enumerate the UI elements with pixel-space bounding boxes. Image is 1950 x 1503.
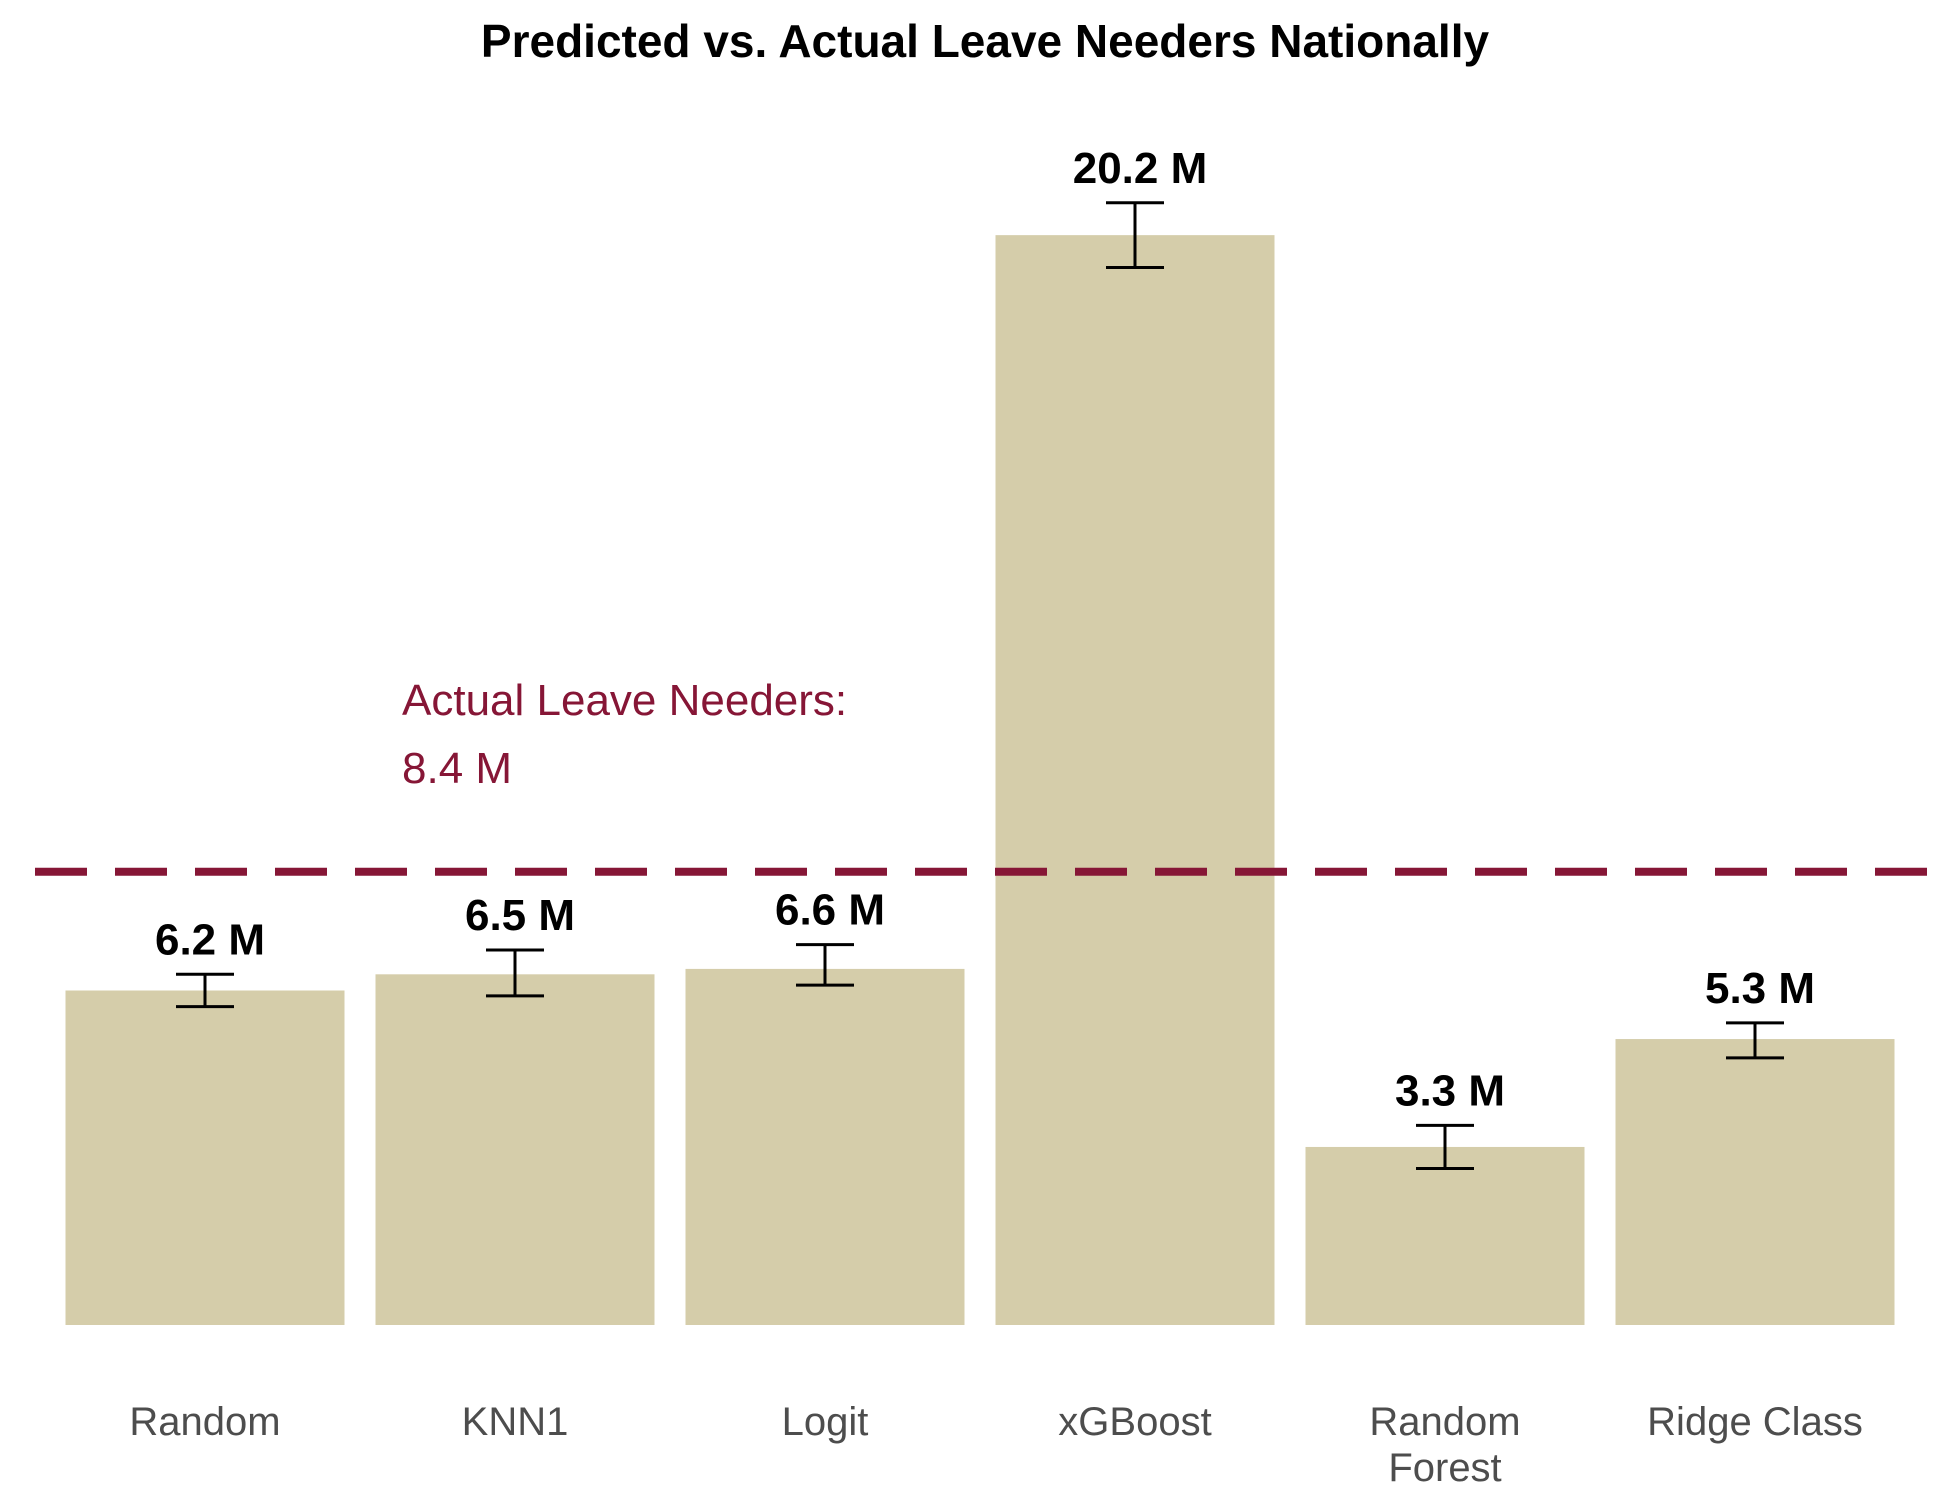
category-label-random-forest: Random Forest [1369, 1400, 1520, 1490]
error-bar-knn1 [486, 948, 544, 998]
reference-layer: Actual Leave Needers: 8.4 M [35, 676, 1940, 876]
bar-knn1 [375, 974, 655, 1325]
value-label-xgboost: 20.2 M [1073, 144, 1208, 193]
category-label-line: Forest [1388, 1446, 1501, 1490]
value-label-random-forest: 3.3 M [1395, 1066, 1505, 1115]
category-label-line: Ridge Class [1647, 1400, 1863, 1444]
category-label-line: Random [129, 1400, 280, 1444]
reference-label-line: Actual Leave Needers: [402, 676, 847, 725]
error-bar-random-forest [1416, 1123, 1474, 1171]
category-label-line: Random [1369, 1400, 1520, 1444]
error-bar-random [176, 972, 234, 1009]
actual-reference-label: Actual Leave Needers: 8.4 M [402, 676, 847, 793]
value-label-logit: 6.6 M [775, 886, 885, 935]
category-label-ridge-class: Ridge Class [1647, 1400, 1863, 1444]
category-label-line: xGBoost [1058, 1400, 1211, 1444]
bar-random-forest [1305, 1146, 1585, 1325]
category-label-logit: Logit [782, 1400, 869, 1444]
value-label-knn1: 6.5 M [465, 891, 575, 940]
value-labels-layer: 6.2 M 6.5 M 6.6 M 20.2 M 3.3 M 5.3 M [155, 144, 1815, 1116]
bar-logit [685, 968, 965, 1325]
error-bar-ridge-class [1726, 1021, 1784, 1060]
error-bars-layer [176, 201, 1784, 1171]
value-label-random: 6.2 M [155, 915, 265, 964]
chart-title: Predicted vs. Actual Leave Needers Natio… [481, 15, 1490, 67]
category-label-line: Logit [782, 1400, 869, 1444]
error-bar-logit [796, 943, 854, 987]
error-bar-xgboost [1106, 201, 1164, 270]
category-label-knn1: KNN1 [462, 1400, 569, 1444]
bar-ridge-class [1615, 1039, 1895, 1325]
bar-xgboost [995, 235, 1275, 1326]
value-label-ridge-class: 5.3 M [1705, 964, 1815, 1013]
reference-label-line: 8.4 M [402, 744, 512, 793]
category-label-line: KNN1 [462, 1400, 569, 1444]
bars-layer [65, 235, 1895, 1326]
category-label-xgboost: xGBoost [1058, 1400, 1211, 1444]
category-labels-layer: Random KNN1 Logit xGBoost Random ForestRidge … [129, 1400, 1862, 1490]
category-label-random: Random [129, 1400, 280, 1444]
bar-random [65, 990, 345, 1325]
